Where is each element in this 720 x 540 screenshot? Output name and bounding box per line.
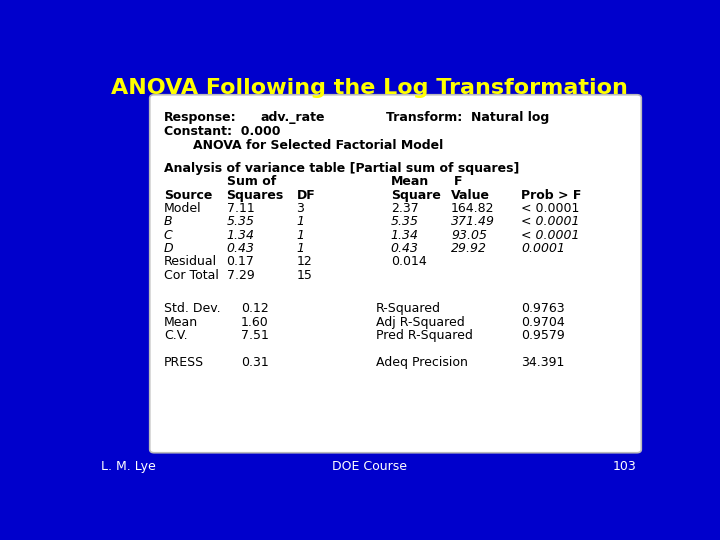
Text: Transform:  Natural log: Transform: Natural log bbox=[386, 111, 549, 124]
Text: DF: DF bbox=[297, 188, 315, 201]
Text: 15: 15 bbox=[297, 268, 312, 282]
Text: F: F bbox=[454, 175, 462, 188]
Text: 34.391: 34.391 bbox=[521, 356, 564, 369]
Text: 164.82: 164.82 bbox=[451, 202, 495, 215]
Text: 0.0001: 0.0001 bbox=[521, 242, 565, 255]
Text: Mean: Mean bbox=[391, 175, 429, 188]
Text: < 0.0001: < 0.0001 bbox=[521, 215, 580, 228]
Text: 1.34: 1.34 bbox=[227, 228, 255, 241]
Text: 29.92: 29.92 bbox=[451, 242, 487, 255]
Text: 2.37: 2.37 bbox=[391, 202, 418, 215]
Text: Response:: Response: bbox=[164, 111, 236, 124]
Text: 0.31: 0.31 bbox=[241, 356, 269, 369]
Text: L. M. Lye: L. M. Lye bbox=[101, 460, 156, 473]
Text: 7.11: 7.11 bbox=[227, 202, 254, 215]
Text: Cor Total: Cor Total bbox=[164, 268, 219, 282]
Text: B: B bbox=[164, 215, 173, 228]
Text: 1: 1 bbox=[297, 215, 305, 228]
Text: 7.29: 7.29 bbox=[227, 268, 254, 282]
Text: Value: Value bbox=[451, 188, 490, 201]
Text: 1: 1 bbox=[297, 228, 305, 241]
Text: 0.9763: 0.9763 bbox=[521, 302, 564, 315]
Text: 371.49: 371.49 bbox=[451, 215, 495, 228]
Text: < 0.0001: < 0.0001 bbox=[521, 228, 580, 241]
Text: ANOVA Following the Log Transformation: ANOVA Following the Log Transformation bbox=[111, 78, 627, 98]
Text: Analysis of variance table [Partial sum of squares]: Analysis of variance table [Partial sum … bbox=[164, 162, 519, 175]
FancyBboxPatch shape bbox=[150, 94, 642, 453]
Text: Square: Square bbox=[391, 188, 441, 201]
Text: Constant:  0.000: Constant: 0.000 bbox=[164, 125, 280, 138]
Text: 1.34: 1.34 bbox=[391, 228, 418, 241]
Text: 5.35: 5.35 bbox=[227, 215, 255, 228]
Text: 5.35: 5.35 bbox=[391, 215, 418, 228]
Text: ANOVA for Selected Factorial Model: ANOVA for Selected Factorial Model bbox=[193, 139, 443, 152]
Text: Adj R-Squared: Adj R-Squared bbox=[376, 316, 465, 329]
Text: Pred R-Squared: Pred R-Squared bbox=[376, 329, 473, 342]
Text: < 0.0001: < 0.0001 bbox=[521, 202, 580, 215]
Text: 7.51: 7.51 bbox=[241, 329, 269, 342]
Text: D: D bbox=[164, 242, 174, 255]
Text: 1: 1 bbox=[297, 242, 305, 255]
Text: Sum of: Sum of bbox=[227, 175, 276, 188]
Text: Adeq Precision: Adeq Precision bbox=[376, 356, 468, 369]
Text: Prob > F: Prob > F bbox=[521, 188, 581, 201]
Text: 0.9579: 0.9579 bbox=[521, 329, 564, 342]
Text: 3: 3 bbox=[297, 202, 305, 215]
Text: Source: Source bbox=[164, 188, 212, 201]
Text: C.V.: C.V. bbox=[164, 329, 187, 342]
Text: 0.43: 0.43 bbox=[227, 242, 255, 255]
Text: DOE Course: DOE Course bbox=[331, 460, 407, 473]
Text: 0.43: 0.43 bbox=[391, 242, 418, 255]
Text: R-Squared: R-Squared bbox=[376, 302, 441, 315]
Text: 0.014: 0.014 bbox=[391, 255, 426, 268]
Text: Model: Model bbox=[164, 202, 202, 215]
Text: PRESS: PRESS bbox=[164, 356, 204, 369]
Text: Squares: Squares bbox=[227, 188, 284, 201]
Text: adv._rate: adv._rate bbox=[261, 111, 325, 124]
Text: 0.12: 0.12 bbox=[241, 302, 269, 315]
Text: 0.9704: 0.9704 bbox=[521, 316, 564, 329]
Text: 0.17: 0.17 bbox=[227, 255, 254, 268]
Text: Residual: Residual bbox=[164, 255, 217, 268]
Text: 93.05: 93.05 bbox=[451, 228, 487, 241]
Text: 1.60: 1.60 bbox=[241, 316, 269, 329]
Text: Std. Dev.: Std. Dev. bbox=[164, 302, 220, 315]
Text: 103: 103 bbox=[613, 460, 637, 473]
Text: Mean: Mean bbox=[164, 316, 198, 329]
Text: 12: 12 bbox=[297, 255, 312, 268]
Text: C: C bbox=[164, 228, 173, 241]
